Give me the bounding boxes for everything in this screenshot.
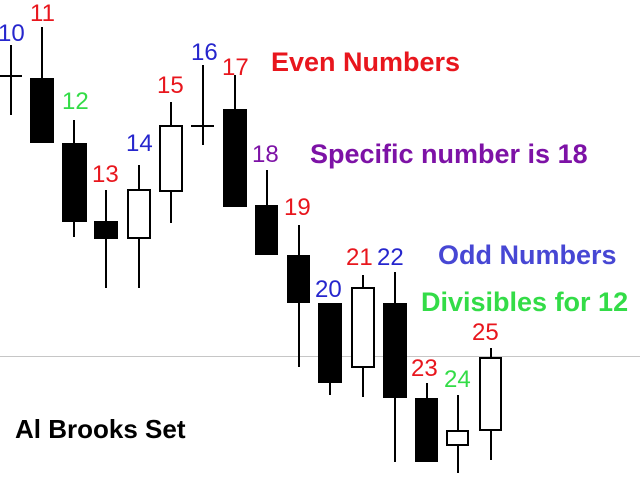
bar-number-25: 25 (472, 319, 499, 346)
candle-wick-13 (105, 190, 107, 288)
candle-body-11 (30, 78, 54, 143)
bar-number-10: 10 (0, 20, 25, 47)
candle-body-14 (127, 189, 151, 239)
bar-number-12: 12 (62, 88, 89, 115)
bar-number-24: 24 (444, 366, 471, 393)
annotation-specific-number-18: Specific number is 18 (310, 139, 588, 169)
candle-body-13 (94, 221, 118, 239)
bar-number-19: 19 (284, 194, 311, 221)
bar-number-17: 17 (222, 54, 249, 81)
bar-number-15: 15 (157, 72, 184, 99)
doji-cross-line-10 (0, 75, 22, 77)
bar-number-20: 20 (315, 276, 342, 303)
bar-number-14: 14 (126, 130, 153, 157)
candle-wick-16 (202, 65, 204, 145)
candle-body-21 (351, 287, 375, 368)
chart-title: Al Brooks Set (15, 414, 186, 444)
annotation-even-numbers: Even Numbers (271, 47, 461, 77)
candle-body-12 (62, 143, 87, 222)
bar-number-13: 13 (92, 161, 119, 188)
candle-body-15 (159, 125, 183, 192)
bar-number-18: 18 (252, 141, 279, 168)
doji-cross-line-16 (191, 125, 214, 127)
annotation-odd-numbers: Odd Numbers (438, 240, 617, 270)
candle-body-25 (479, 357, 502, 431)
candle-body-17 (223, 109, 247, 207)
bar-number-23: 23 (411, 355, 438, 382)
candle-body-19 (287, 255, 310, 303)
candle-body-24 (446, 430, 469, 446)
candle-wick-10 (10, 45, 12, 115)
candle-body-23 (415, 398, 438, 462)
bar-number-22: 22 (377, 244, 404, 271)
candle-body-20 (318, 303, 342, 383)
bar-number-11: 11 (30, 0, 55, 27)
candle-body-18 (255, 205, 278, 255)
candle-body-22 (383, 303, 407, 398)
bar-number-16: 16 (191, 39, 218, 66)
bar-number-21: 21 (346, 244, 373, 271)
annotation-divisibles-for-12: Divisibles for 12 (421, 287, 629, 317)
